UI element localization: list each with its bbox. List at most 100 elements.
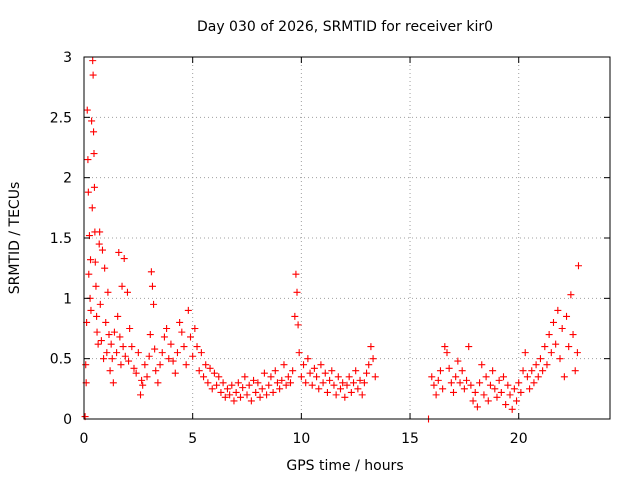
data-point	[90, 150, 98, 158]
data-point	[300, 361, 308, 369]
data-point	[323, 388, 331, 396]
y-tick-label: 1	[63, 291, 72, 307]
data-point	[236, 393, 244, 401]
data-point	[101, 264, 109, 272]
data-point	[549, 318, 557, 326]
data-point	[358, 391, 366, 399]
data-point	[336, 385, 344, 393]
data-point	[369, 355, 377, 363]
data-point	[87, 306, 95, 314]
data-point	[447, 379, 455, 387]
data-point	[521, 349, 529, 357]
data-point	[228, 381, 236, 389]
data-point	[508, 405, 516, 413]
data-point	[150, 300, 158, 308]
data-point	[313, 373, 321, 381]
data-point	[173, 349, 181, 357]
data-point	[184, 306, 192, 314]
data-point	[114, 312, 122, 320]
data-point	[321, 369, 329, 377]
data-point	[517, 388, 525, 396]
data-point	[273, 379, 281, 387]
y-tick-label: 2.5	[50, 110, 72, 126]
data-point	[545, 331, 553, 339]
data-point	[193, 343, 201, 351]
data-point	[171, 369, 179, 377]
data-point	[536, 355, 544, 363]
data-point	[443, 349, 451, 357]
data-point	[495, 376, 503, 384]
x-tick-label: 10	[292, 431, 310, 447]
data-point	[354, 385, 362, 393]
data-point	[243, 391, 251, 399]
data-point	[341, 393, 349, 401]
data-point	[195, 367, 203, 375]
data-point	[294, 321, 302, 329]
data-point	[519, 367, 527, 375]
data-point	[182, 361, 190, 369]
data-point	[513, 397, 521, 405]
data-point	[87, 256, 95, 264]
data-point	[532, 361, 540, 369]
data-point	[128, 343, 136, 351]
data-point	[271, 367, 279, 375]
data-point	[534, 373, 542, 381]
data-point	[441, 343, 449, 351]
data-point	[554, 306, 562, 314]
data-point	[93, 312, 101, 320]
data-point	[130, 364, 138, 372]
data-point	[456, 379, 464, 387]
data-point	[148, 282, 156, 290]
data-point	[93, 328, 101, 336]
data-point	[91, 258, 99, 266]
data-point	[347, 388, 355, 396]
axis-ticks: 0 5 10 15 20 0 0.5 1 1.5 2 2.5 3	[50, 50, 610, 447]
data-point	[187, 333, 195, 341]
data-point	[178, 328, 186, 336]
data-point	[560, 373, 568, 381]
data-point	[95, 240, 103, 248]
data-point	[569, 331, 577, 339]
data-point	[215, 373, 223, 381]
data-point	[343, 381, 351, 389]
data-point	[126, 325, 134, 332]
data-point	[113, 349, 121, 357]
data-point	[204, 379, 212, 387]
data-point	[88, 204, 96, 212]
data-point	[202, 361, 210, 369]
data-point	[121, 352, 129, 360]
data-point	[502, 401, 510, 409]
data-point	[504, 381, 512, 389]
data-point	[571, 367, 579, 375]
data-point	[210, 369, 218, 377]
data-point	[295, 349, 303, 357]
data-point	[269, 388, 277, 396]
data-point	[256, 393, 264, 401]
data-point	[107, 340, 115, 348]
data-point	[458, 367, 466, 375]
data-point	[138, 376, 146, 384]
y-tick-label: 0	[63, 412, 72, 428]
data-point	[125, 357, 133, 365]
data-point	[239, 384, 247, 392]
data-point	[363, 369, 371, 377]
data-point	[510, 385, 518, 393]
data-point	[88, 117, 96, 125]
data-point	[247, 397, 255, 405]
data-point	[567, 291, 575, 299]
y-tick-label: 3	[63, 50, 72, 66]
data-point	[120, 255, 128, 263]
x-tick-label: 0	[80, 431, 89, 447]
data-point	[463, 376, 471, 384]
y-tick-label: 2	[63, 171, 72, 187]
data-point	[245, 381, 253, 389]
data-point	[234, 379, 242, 387]
data-point	[160, 333, 168, 341]
data-point	[436, 367, 444, 375]
data-point	[439, 385, 447, 393]
data-point	[432, 391, 440, 399]
data-point	[434, 376, 442, 384]
data-point	[180, 343, 188, 351]
data-point	[282, 381, 290, 389]
data-point	[89, 71, 97, 79]
